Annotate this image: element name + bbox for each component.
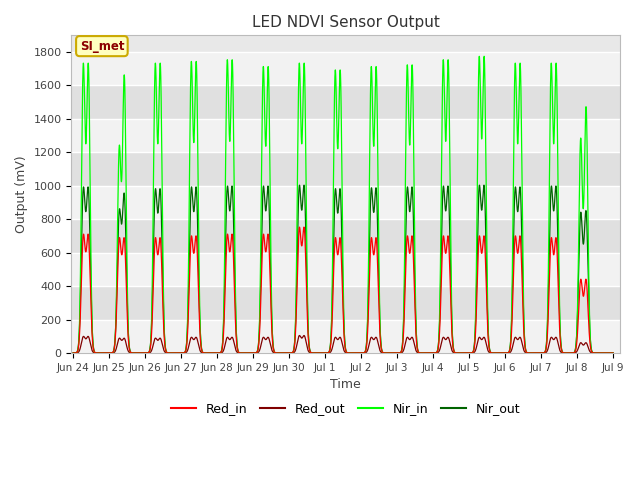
Red_in xyxy=(609,350,617,356)
Nir_out xyxy=(69,350,77,356)
Red_in xyxy=(300,224,308,230)
Bar xyxy=(72,219,620,252)
Nir_in xyxy=(609,350,617,356)
Red_out xyxy=(355,350,363,356)
Nir_out xyxy=(300,182,308,188)
Line: Red_in: Red_in xyxy=(73,227,613,353)
Red_out xyxy=(86,341,94,347)
Red_in xyxy=(69,350,77,356)
X-axis label: Time: Time xyxy=(330,378,361,391)
Nir_out xyxy=(609,350,617,356)
Nir_in xyxy=(69,350,77,356)
Y-axis label: Output (mV): Output (mV) xyxy=(15,156,28,233)
Red_in xyxy=(355,350,363,356)
Red_out xyxy=(188,335,195,340)
Nir_in xyxy=(86,205,94,211)
Nir_in xyxy=(476,53,483,59)
Red_in xyxy=(199,349,207,355)
Nir_in xyxy=(355,350,363,356)
Bar xyxy=(72,186,620,219)
Bar xyxy=(72,52,620,85)
Line: Nir_in: Nir_in xyxy=(73,56,613,353)
Red_out xyxy=(300,333,308,338)
Bar xyxy=(72,252,620,286)
Line: Nir_out: Nir_out xyxy=(73,185,613,353)
Nir_in xyxy=(199,350,207,356)
Bar xyxy=(72,320,620,353)
Legend: Red_in, Red_out, Nir_in, Nir_out: Red_in, Red_out, Nir_in, Nir_out xyxy=(166,397,526,420)
Nir_out xyxy=(86,258,94,264)
Bar xyxy=(72,286,620,320)
Nir_out xyxy=(355,350,363,356)
Bar xyxy=(72,152,620,186)
Red_out xyxy=(538,350,545,356)
Nir_out xyxy=(188,184,195,190)
Red_out xyxy=(128,350,136,356)
Line: Red_out: Red_out xyxy=(73,336,613,353)
Red_in xyxy=(86,284,94,290)
Nir_in xyxy=(188,61,195,67)
Nir_out xyxy=(128,350,136,356)
Red_out xyxy=(69,350,77,356)
Nir_out xyxy=(199,349,207,355)
Text: SI_met: SI_met xyxy=(79,40,124,53)
Bar xyxy=(72,119,620,152)
Nir_in xyxy=(538,350,545,356)
Red_out xyxy=(609,350,617,356)
Nir_in xyxy=(128,350,136,356)
Red_out xyxy=(199,350,207,356)
Red_in xyxy=(188,233,195,239)
Red_in xyxy=(128,350,136,356)
Red_in xyxy=(538,350,545,356)
Nir_out xyxy=(538,350,545,356)
Title: LED NDVI Sensor Output: LED NDVI Sensor Output xyxy=(252,15,440,30)
Bar xyxy=(72,85,620,119)
